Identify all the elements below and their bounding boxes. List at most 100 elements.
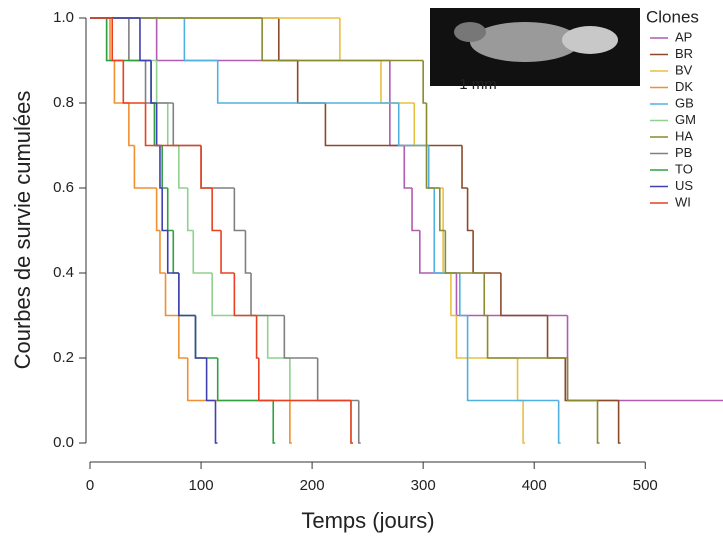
- survival-step: [128, 18, 146, 62]
- survival-step: [419, 230, 457, 274]
- x-tick-label: 100: [189, 477, 214, 494]
- inset-body: [470, 22, 580, 62]
- y-axis-label: Courbes de survie cumulées: [10, 91, 35, 370]
- legend-label: US: [675, 178, 693, 193]
- survival-step: [144, 103, 202, 147]
- survival-step: [455, 273, 568, 317]
- legend-label: PB: [675, 145, 692, 160]
- inset-photo: [430, 8, 640, 86]
- scale-label: 1 mm: [459, 76, 497, 93]
- survival-step: [194, 315, 218, 359]
- survival-step: [566, 315, 723, 402]
- survival-step: [277, 18, 298, 62]
- survival-step: [422, 60, 427, 104]
- survival-step: [427, 145, 435, 189]
- survival-step: [339, 18, 381, 62]
- survival-step: [172, 230, 179, 274]
- survival-step: [111, 18, 124, 62]
- survival-step: [183, 18, 218, 62]
- survival-step: [258, 358, 351, 402]
- survival-step: [566, 358, 598, 402]
- survival-step: [397, 103, 429, 147]
- survival-step: [214, 400, 218, 444]
- survival-step: [516, 358, 524, 402]
- survival-step: [244, 230, 252, 274]
- survival-step: [161, 145, 168, 189]
- y-tick-label: 1.0: [53, 9, 74, 26]
- survival-step: [439, 188, 446, 232]
- survival-step: [433, 188, 460, 274]
- survival-step: [178, 273, 196, 317]
- survival-step: [450, 273, 457, 317]
- survival-step: [178, 315, 188, 359]
- survival-step: [261, 18, 424, 62]
- survival-step: [486, 315, 568, 359]
- survival-step: [166, 188, 174, 232]
- legend-label: GM: [675, 112, 696, 127]
- survival-step: [139, 18, 152, 62]
- survival-step: [192, 230, 213, 274]
- survival-step: [289, 358, 351, 402]
- survival-step: [178, 273, 196, 317]
- y-tick-label: 0.4: [53, 264, 74, 281]
- survival-step: [172, 103, 202, 147]
- survival-step: [411, 188, 420, 232]
- legend-label: BV: [675, 62, 693, 77]
- survival-step: [283, 315, 318, 359]
- x-tick-label: 400: [522, 477, 547, 494]
- survival-step: [357, 400, 361, 444]
- survival-step: [178, 145, 188, 189]
- survival-step: [122, 60, 146, 104]
- survival-step: [155, 60, 168, 104]
- survival-step: [211, 188, 222, 232]
- survival-step: [350, 400, 353, 444]
- survival-step: [289, 400, 292, 444]
- survival-step: [233, 273, 257, 317]
- survival-step: [164, 273, 179, 317]
- survival-step: [166, 230, 179, 274]
- survival-step: [200, 145, 213, 189]
- survival-step: [150, 60, 157, 104]
- survival-step: [133, 145, 157, 189]
- y-tick-label: 0.0: [53, 434, 74, 451]
- survival-step: [403, 145, 413, 189]
- survival-step: [296, 60, 326, 104]
- y-tick-label: 0.8: [53, 94, 74, 111]
- legend-label: GB: [675, 95, 694, 110]
- y-tick-label: 0.6: [53, 179, 74, 196]
- survival-step: [466, 315, 559, 402]
- survival-step: [155, 18, 390, 62]
- survival-step: [220, 230, 235, 274]
- survival-step: [472, 230, 501, 274]
- legend-label: TO: [675, 161, 693, 176]
- legend-title: Clones: [646, 7, 699, 26]
- survival-step: [461, 145, 468, 189]
- survival-step: [316, 358, 359, 402]
- survival-step: [186, 188, 194, 232]
- y-tick-label: 0.2: [53, 349, 74, 366]
- legend-label: BR: [675, 46, 693, 61]
- survival-step: [500, 273, 548, 317]
- survival-step: [105, 18, 152, 62]
- survival-step: [596, 400, 600, 444]
- survival-step: [155, 103, 160, 147]
- x-tick-label: 0: [86, 477, 94, 494]
- x-tick-label: 200: [300, 477, 325, 494]
- survival-step: [250, 273, 285, 317]
- survival-step: [216, 60, 399, 104]
- survival-step: [200, 145, 235, 189]
- survival-step: [255, 315, 259, 359]
- survival-step: [155, 188, 160, 232]
- survival-step: [427, 145, 444, 189]
- survival-step: [444, 230, 485, 274]
- survival-step: [153, 103, 163, 147]
- survival-step: [186, 358, 290, 402]
- survival-step: [459, 273, 468, 317]
- survival-step: [557, 400, 561, 444]
- survival-step: [205, 358, 216, 402]
- survival-step: [483, 273, 488, 317]
- survival-step: [272, 400, 276, 444]
- survival-step: [425, 103, 440, 189]
- survival-step: [113, 60, 129, 104]
- survival-step: [564, 358, 619, 402]
